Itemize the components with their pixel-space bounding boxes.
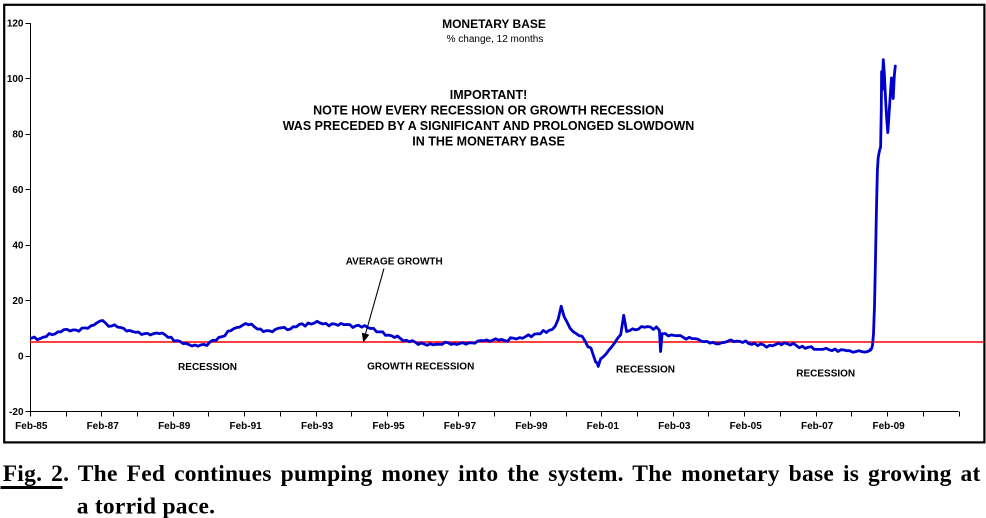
svg-text:IN THE MONETARY BASE: IN THE MONETARY BASE (412, 135, 565, 149)
svg-text:MONETARY BASE: MONETARY BASE (442, 17, 546, 31)
svg-text:RECESSION: RECESSION (178, 362, 237, 373)
svg-text:20: 20 (12, 296, 24, 307)
svg-text:Feb-07: Feb-07 (801, 421, 834, 432)
svg-text:AVERAGE GROWTH: AVERAGE GROWTH (346, 256, 443, 267)
svg-text:WAS PRECEDED BY A SIGNIFICANT: WAS PRECEDED BY A SIGNIFICANT AND PROLON… (283, 119, 695, 133)
svg-text:Feb-99: Feb-99 (515, 421, 548, 432)
svg-text:Feb-87: Feb-87 (87, 421, 120, 432)
svg-text:Fig. 2. The Fed continues pump: Fig. 2. The Fed continues pumping money … (3, 461, 981, 487)
svg-text:Feb-89: Feb-89 (158, 421, 191, 432)
svg-text:Feb-03: Feb-03 (658, 421, 691, 432)
svg-text:Feb-85: Feb-85 (15, 421, 48, 432)
svg-text:Feb-05: Feb-05 (730, 421, 763, 432)
svg-text:120: 120 (7, 19, 24, 30)
svg-text:Feb-01: Feb-01 (587, 421, 620, 432)
svg-text:IMPORTANT!: IMPORTANT! (450, 88, 528, 102)
svg-text:% change, 12 months: % change, 12 months (447, 34, 544, 45)
svg-text:Feb-95: Feb-95 (372, 421, 405, 432)
svg-text:80: 80 (12, 130, 24, 141)
svg-text:Feb-09: Feb-09 (872, 421, 905, 432)
svg-text:-20: -20 (9, 407, 24, 418)
svg-text:GROWTH RECESSION: GROWTH RECESSION (367, 362, 474, 373)
svg-text:60: 60 (12, 185, 24, 196)
svg-text:Feb-97: Feb-97 (444, 421, 477, 432)
svg-text:100: 100 (7, 74, 24, 85)
svg-text:0: 0 (18, 352, 24, 363)
svg-text:Feb-93: Feb-93 (301, 421, 334, 432)
svg-text:RECESSION: RECESSION (796, 369, 855, 380)
svg-text:NOTE HOW EVERY RECESSION OR GR: NOTE HOW EVERY RECESSION OR GROWTH RECES… (313, 104, 664, 118)
svg-text:40: 40 (12, 241, 24, 252)
svg-text:Feb-91: Feb-91 (229, 421, 262, 432)
svg-text:RECESSION: RECESSION (616, 364, 675, 375)
svg-text:a torrid pace.: a torrid pace. (77, 494, 216, 518)
